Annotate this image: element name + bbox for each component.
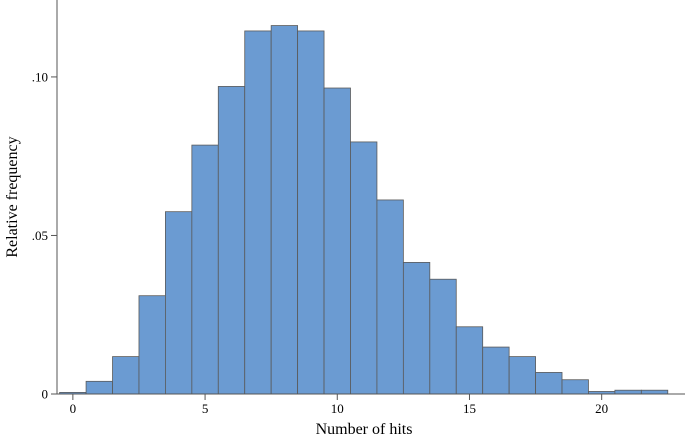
- histogram-bar-17: [508, 356, 536, 395]
- histogram-bar-22: [640, 389, 669, 395]
- histogram-bar-15: [455, 326, 484, 395]
- y-tick-label: .10: [32, 69, 48, 84]
- histogram-bar-11: [350, 141, 378, 395]
- y-ticks-group: 0 .05 .10: [32, 69, 57, 402]
- histogram-bar-2: [112, 356, 140, 395]
- histogram-bar-12: [376, 199, 404, 395]
- histogram-bar-8: [270, 25, 299, 395]
- bars-group: [59, 25, 669, 395]
- histogram-bar-6: [217, 86, 246, 395]
- histogram-bar-10: [323, 87, 351, 395]
- histogram-bar-7: [244, 30, 272, 395]
- histogram-bar-19: [561, 379, 589, 395]
- histogram-bar-4: [165, 211, 193, 395]
- x-axis-title: Number of hits: [316, 421, 413, 438]
- y-axis-title: Relative frequency: [4, 136, 21, 257]
- histogram-bar-9: [297, 30, 325, 395]
- y-tick-label: 0: [42, 387, 49, 402]
- x-tick-label: 10: [331, 401, 344, 416]
- histogram-bar-18: [535, 372, 563, 395]
- x-ticks-group: 0 5 10 15 20: [70, 394, 608, 416]
- histogram-bar-14: [429, 278, 457, 395]
- histogram-bar-3: [138, 295, 166, 395]
- histogram-bar-1: [85, 380, 113, 395]
- histogram-bar-5: [191, 144, 219, 395]
- histogram-bar-13: [402, 262, 431, 395]
- y-tick-label: .05: [32, 228, 48, 243]
- x-tick-label: 15: [463, 401, 476, 416]
- x-tick-label: 20: [595, 401, 608, 416]
- histogram-bar-16: [482, 346, 510, 395]
- histogram-bar-21: [614, 389, 642, 395]
- x-tick-label: 5: [202, 401, 209, 416]
- x-tick-label: 0: [70, 401, 77, 416]
